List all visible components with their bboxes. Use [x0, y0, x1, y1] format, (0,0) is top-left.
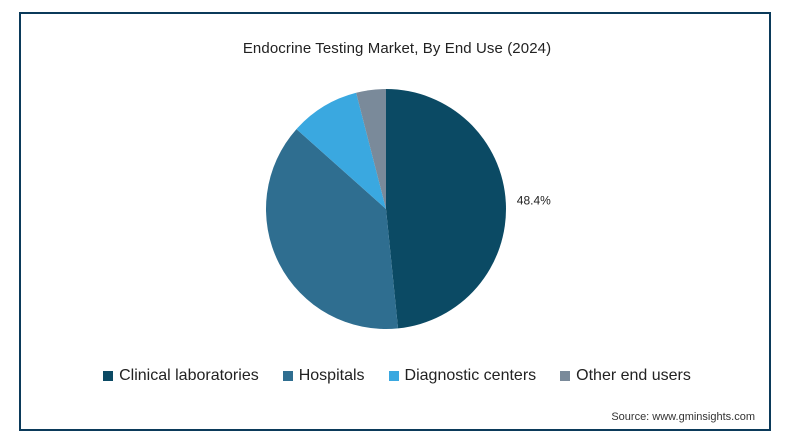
legend-item-hospitals: Hospitals: [282, 367, 365, 385]
legend-swatch: [388, 371, 399, 381]
legend-item-other-end-users: Other end users: [560, 367, 691, 385]
legend-item-diagnostic-centers: Diagnostic centers: [388, 367, 537, 385]
pie-chart: 48.4%: [266, 89, 551, 329]
legend-label: Other end users: [576, 367, 691, 384]
legend-swatch: [560, 371, 571, 381]
legend-label: Hospitals: [298, 367, 365, 384]
legend-label: Clinical laboratories: [119, 367, 259, 384]
legend-swatch: [282, 371, 293, 381]
legend-swatch: [103, 371, 114, 381]
slice-data-label: 48.4%: [517, 194, 551, 208]
legend-label: Diagnostic centers: [404, 367, 537, 384]
pie-slice-hospitals: [266, 129, 399, 329]
pie-slice-clinical-laboratories: [386, 89, 507, 329]
legend-item-clinical-laboratories: Clinical laboratories: [103, 367, 259, 385]
legend: Clinical laboratories Hospitals Diagnost…: [21, 367, 773, 385]
chart-frame: Endocrine Testing Market, By End Use (20…: [19, 12, 771, 431]
chart-title: Endocrine Testing Market, By End Use (20…: [242, 40, 552, 57]
source-note: Source: www.gminsights.com: [611, 411, 755, 423]
pie-slice-diagnostic-centers: [296, 92, 386, 209]
pie-slice-other-end-users: [356, 89, 386, 209]
